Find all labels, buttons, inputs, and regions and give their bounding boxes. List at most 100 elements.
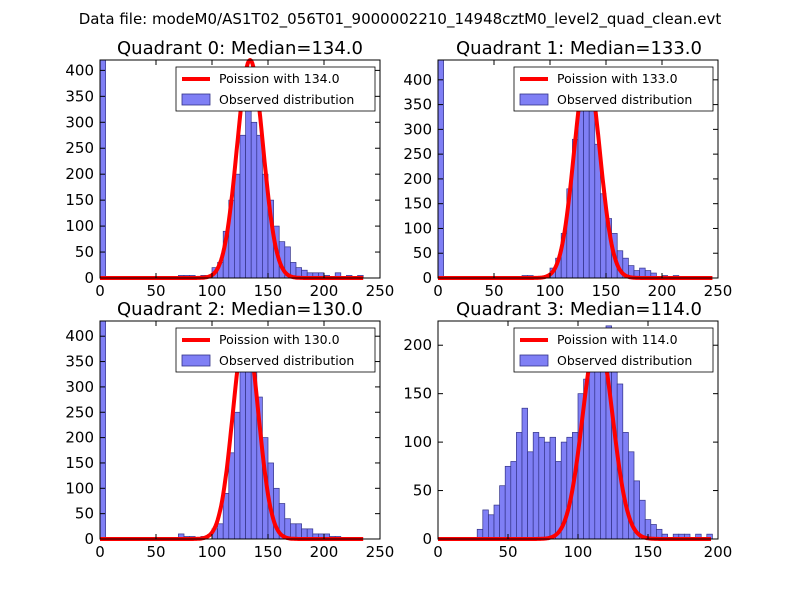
histogram-bar bbox=[239, 366, 246, 540]
subplot-quadrant-1: Quadrant 1: Median=133.0 0 50 100 150 200 250… bbox=[403, 38, 732, 300]
y-tick-label: 200 bbox=[65, 429, 94, 447]
x-tick-label: 200 bbox=[648, 282, 677, 300]
histogram-bar bbox=[250, 121, 258, 279]
plot-frame bbox=[99, 320, 381, 540]
histogram-bar bbox=[493, 504, 500, 540]
subplot-title: Quadrant 1: Median=133.0 bbox=[456, 38, 702, 59]
legend-label-observed: Observed distribution bbox=[557, 353, 692, 368]
y-tick-label: 350 bbox=[65, 87, 94, 105]
histogram-bar bbox=[482, 509, 489, 540]
y-tick-label: 0 bbox=[84, 269, 94, 287]
legend-box bbox=[513, 66, 714, 112]
histogram-bar bbox=[295, 523, 302, 540]
subplot-quadrant-3: Quadrant 3: Median=114.0 0 50 100 150 200 0 5… bbox=[403, 299, 732, 561]
y-tick-label: 100 bbox=[403, 219, 432, 237]
histogram-bar bbox=[538, 436, 545, 540]
x-tick-label: 250 bbox=[366, 282, 395, 300]
legend-bar-swatch bbox=[181, 354, 211, 367]
y-tick-label: 200 bbox=[403, 170, 432, 188]
histogram-bar bbox=[521, 407, 528, 540]
y-axis-ticks: 0 50 100 150 200 250 300 350 400 bbox=[65, 61, 380, 287]
x-tick-label: 0 bbox=[433, 282, 443, 300]
histogram-bar bbox=[516, 432, 523, 540]
legend-bar-swatch bbox=[181, 93, 211, 106]
legend-bar-swatch bbox=[519, 93, 549, 106]
y-tick-label: 150 bbox=[403, 195, 432, 213]
y-tick-label: 400 bbox=[65, 327, 94, 345]
histogram-bar bbox=[245, 95, 252, 279]
y-tick-label: 50 bbox=[75, 505, 94, 523]
y-tick-label: 50 bbox=[413, 482, 432, 500]
y-tick-label: 150 bbox=[403, 385, 432, 403]
histogram-bar bbox=[99, 320, 106, 540]
x-tick-label: 100 bbox=[564, 543, 593, 561]
y-tick-label: 400 bbox=[403, 71, 432, 89]
figure-suptitle: Data file: modeM0/AS1T02_056T01_90000022… bbox=[79, 10, 722, 29]
y-tick-label: 100 bbox=[65, 479, 94, 497]
y-axis-ticks: 0 50 100 150 200 250 300 350 400 bbox=[65, 327, 380, 548]
subplot-title: Quadrant 0: Median=134.0 bbox=[117, 38, 363, 59]
histogram-bar bbox=[532, 432, 540, 540]
y-tick-label: 300 bbox=[65, 113, 94, 131]
legend-label-observed: Observed distribution bbox=[219, 92, 354, 107]
x-tick-label: 50 bbox=[498, 543, 517, 561]
histogram-bar bbox=[544, 441, 551, 540]
legend-label-observed: Observed distribution bbox=[557, 92, 692, 107]
y-axis-ticks: 0 50 100 150 200 bbox=[403, 336, 718, 548]
y-tick-label: 0 bbox=[84, 530, 94, 548]
subplot-quadrant-0: Quadrant 0: Median=134.0 0 50 100 150 200 250… bbox=[65, 38, 394, 300]
histogram-bar bbox=[549, 436, 556, 540]
histogram-bar bbox=[499, 485, 506, 540]
legend-label-observed: Observed distribution bbox=[219, 353, 354, 368]
histogram-bar bbox=[600, 344, 607, 540]
y-tick-label: 250 bbox=[403, 145, 432, 163]
y-axis-ticks: 0 50 100 150 200 250 300 350 400 bbox=[403, 71, 718, 287]
histogram-bar bbox=[234, 173, 241, 279]
y-tick-label: 100 bbox=[65, 217, 94, 235]
x-tick-label: 50 bbox=[484, 282, 503, 300]
y-tick-label: 200 bbox=[403, 336, 432, 354]
legend-label-fit: Poission with 130.0 bbox=[219, 332, 340, 347]
subplot-title: Quadrant 3: Median=114.0 bbox=[456, 299, 702, 320]
x-tick-label: 100 bbox=[198, 543, 227, 561]
x-tick-label: 150 bbox=[592, 282, 621, 300]
x-tick-label: 250 bbox=[704, 282, 733, 300]
y-tick-label: 400 bbox=[65, 61, 94, 79]
y-tick-label: 200 bbox=[65, 165, 94, 183]
histogram-bar bbox=[239, 134, 246, 279]
histogram-bar bbox=[588, 99, 596, 279]
y-tick-label: 50 bbox=[75, 243, 94, 261]
histogram-bar bbox=[437, 59, 444, 279]
subplot-quadrant-2: Quadrant 2: Median=130.0 0 50 100 150 200 250… bbox=[65, 299, 394, 561]
histogram-bar bbox=[594, 354, 601, 540]
y-tick-label: 50 bbox=[413, 244, 432, 262]
x-tick-label: 150 bbox=[634, 543, 663, 561]
y-tick-label: 150 bbox=[65, 454, 94, 472]
histogram-bar bbox=[217, 523, 224, 540]
x-tick-label: 50 bbox=[146, 543, 165, 561]
x-tick-label: 250 bbox=[366, 543, 395, 561]
legend-label-fit: Poission with 134.0 bbox=[219, 71, 340, 86]
x-tick-label: 150 bbox=[254, 543, 283, 561]
plot-frame bbox=[99, 59, 381, 279]
histogram-bar bbox=[488, 514, 495, 540]
x-tick-label: 0 bbox=[95, 543, 105, 561]
y-tick-label: 300 bbox=[403, 120, 432, 138]
histogram-bar bbox=[527, 451, 534, 540]
y-tick-label: 350 bbox=[65, 353, 94, 371]
x-tick-label: 100 bbox=[536, 282, 565, 300]
x-axis-ticks: 0 50 100 150 200 250 bbox=[95, 60, 394, 300]
legend-bar-swatch bbox=[519, 354, 549, 367]
legend-label-fit: Poission with 133.0 bbox=[557, 71, 678, 86]
y-tick-label: 300 bbox=[65, 378, 94, 396]
y-tick-label: 350 bbox=[403, 96, 432, 114]
histogram-bar bbox=[577, 101, 584, 279]
x-tick-label: 50 bbox=[146, 282, 165, 300]
x-tick-label: 150 bbox=[254, 282, 283, 300]
x-axis-ticks: 0 50 100 150 200 250 bbox=[433, 60, 732, 300]
histogram-bar bbox=[504, 465, 512, 540]
y-tick-label: 100 bbox=[403, 433, 432, 451]
histogram-bar bbox=[234, 411, 241, 540]
y-tick-label: 150 bbox=[65, 191, 94, 209]
